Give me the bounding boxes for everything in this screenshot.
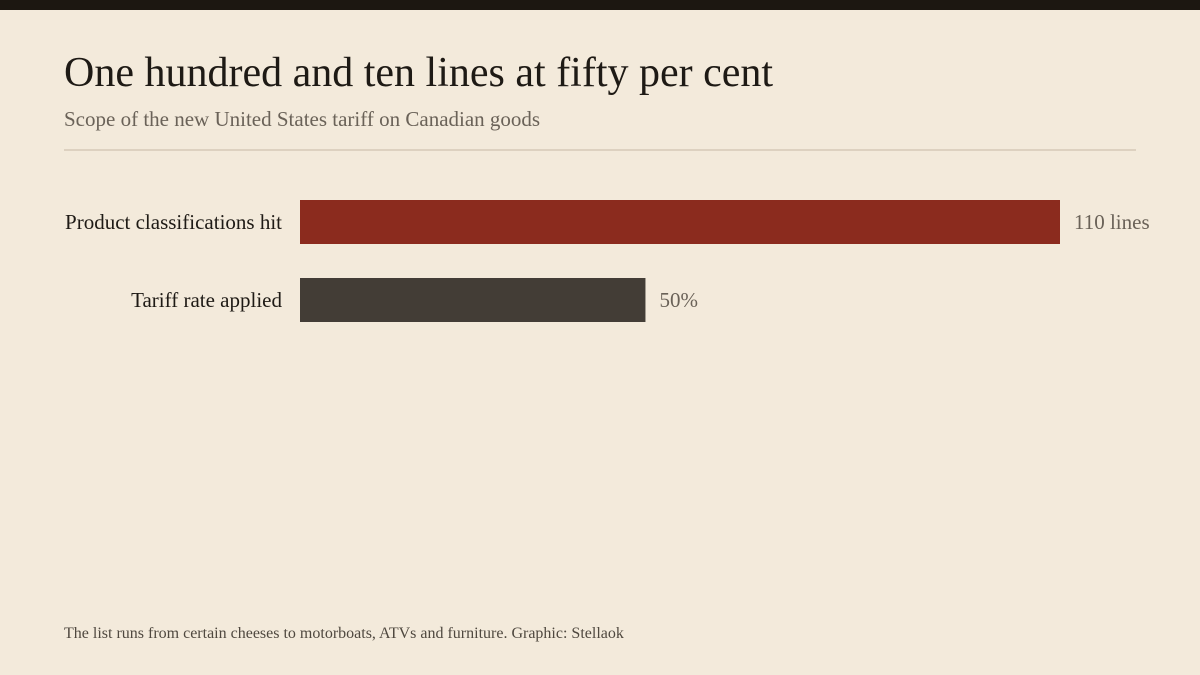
top-accent-bar — [0, 0, 1200, 10]
footnote: The list runs from certain cheeses to mo… — [64, 625, 624, 642]
bar-tariff-rate-applied — [300, 278, 646, 322]
chart-title: One hundred and ten lines at fifty per c… — [64, 50, 774, 96]
value-label-product-classifications-hit: 110 lines — [1074, 210, 1150, 234]
category-label-product-classifications-hit: Product classifications hit — [65, 210, 282, 234]
header-divider — [64, 149, 1136, 151]
chart-subtitle: Scope of the new United States tariff on… — [64, 107, 541, 131]
category-label-tariff-rate-applied: Tariff rate applied — [131, 288, 282, 312]
bar-product-classifications-hit — [300, 200, 1060, 244]
value-label-tariff-rate-applied: 50% — [659, 288, 698, 312]
